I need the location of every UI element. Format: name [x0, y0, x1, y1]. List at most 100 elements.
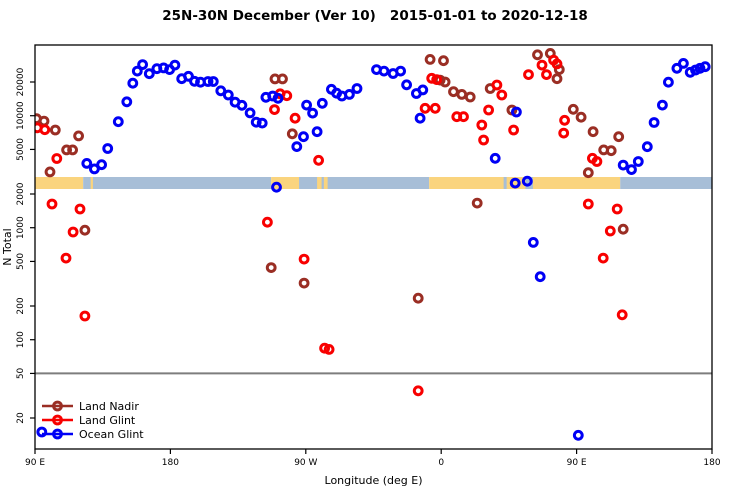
- data-point: [532, 49, 543, 61]
- data-point: [521, 175, 533, 187]
- data-point: [591, 156, 603, 167]
- data-point: [51, 153, 63, 164]
- data-point: [269, 104, 280, 115]
- data-point: [431, 74, 443, 85]
- data-point: [617, 223, 629, 235]
- data-point: [81, 158, 93, 169]
- legend-marker-circle: [52, 400, 63, 412]
- data-point: [597, 252, 609, 264]
- data-point: [509, 177, 521, 189]
- data-point: [523, 69, 534, 80]
- data-point: [378, 65, 390, 77]
- data-point: [491, 79, 503, 91]
- data-point: [605, 145, 617, 157]
- data-point: [215, 85, 227, 97]
- x-tick-label: 0: [438, 458, 444, 468]
- data-point: [277, 73, 288, 85]
- y-tick-label: 1000: [16, 216, 26, 239]
- legend-marker-circle: [52, 414, 63, 426]
- y-tick-label: 10000: [16, 101, 26, 130]
- y-tick-label: 20000: [16, 67, 26, 96]
- data-point: [508, 124, 519, 136]
- data-point: [61, 144, 72, 156]
- data-point: [424, 54, 436, 65]
- data-point: [572, 429, 584, 441]
- data-point: [582, 167, 594, 179]
- data-point: [127, 77, 139, 89]
- data-point: [587, 126, 599, 138]
- data-point: [511, 106, 522, 118]
- data-point: [678, 58, 689, 69]
- data-point: [316, 97, 328, 109]
- data-point: [496, 89, 508, 101]
- data-point: [551, 73, 563, 85]
- data-point: [67, 226, 79, 238]
- data-point: [464, 91, 476, 103]
- data-point: [39, 124, 51, 136]
- data-point: [611, 203, 623, 215]
- data-point: [112, 116, 124, 128]
- land-ocean-band-segment: [35, 177, 84, 189]
- data-point: [429, 102, 441, 114]
- data-point: [438, 55, 449, 67]
- data-point: [575, 111, 587, 123]
- data-point: [613, 131, 625, 143]
- data-point: [38, 115, 50, 127]
- data-point: [281, 90, 293, 102]
- x-tick-label: 90 W: [294, 458, 317, 468]
- data-point: [236, 99, 248, 111]
- y-tick-label: 2000: [16, 182, 26, 205]
- data-point: [694, 62, 706, 74]
- series-ocean-glint: [36, 58, 711, 441]
- data-point: [131, 65, 143, 77]
- land-ocean-band-segment: [620, 177, 712, 189]
- data-point: [262, 216, 273, 228]
- plot-border: [34, 44, 713, 450]
- y-tick-label: 200: [16, 297, 26, 314]
- data-point: [476, 119, 488, 131]
- data-point: [96, 159, 107, 171]
- data-point: [489, 152, 501, 164]
- data-point: [478, 134, 490, 146]
- x-axis-title: Longitude (deg E): [325, 474, 423, 487]
- data-point: [169, 59, 181, 71]
- data-point: [189, 75, 200, 87]
- data-point: [448, 86, 459, 98]
- data-point: [632, 156, 644, 167]
- data-point: [250, 116, 262, 128]
- data-point: [534, 271, 546, 283]
- data-point: [286, 128, 298, 140]
- x-tick-label: 90 E: [567, 458, 587, 468]
- data-point: [456, 89, 468, 100]
- data-point: [272, 92, 284, 104]
- legend-item-label: Land Glint: [79, 414, 136, 427]
- band-water-patch: [503, 177, 507, 189]
- y-axis-title: N Total: [1, 228, 14, 265]
- data-point: [426, 72, 438, 84]
- data-point: [256, 117, 268, 129]
- band-island-patch: [323, 177, 328, 189]
- data-point: [265, 262, 277, 274]
- y-tick-label: 20: [16, 412, 26, 424]
- data-point: [44, 166, 56, 178]
- data-point: [202, 76, 214, 87]
- data-point: [641, 141, 653, 153]
- legend-item-label: Land Nadir: [79, 400, 139, 413]
- land-ocean-band-segment: [299, 177, 430, 189]
- band-island-patch: [317, 177, 322, 189]
- data-point: [401, 79, 413, 91]
- data-point: [414, 112, 426, 124]
- data-point: [289, 112, 301, 124]
- data-point: [271, 181, 282, 193]
- data-point: [298, 277, 310, 289]
- data-point: [536, 59, 548, 71]
- data-point: [244, 107, 256, 119]
- data-point: [419, 102, 431, 114]
- data-point: [79, 310, 91, 322]
- data-point: [36, 426, 48, 438]
- series-land-glint: [35, 54, 628, 397]
- chart-title: 25N-30N December (Ver 10) 2015-01-01 to …: [162, 8, 588, 24]
- data-point: [207, 76, 219, 87]
